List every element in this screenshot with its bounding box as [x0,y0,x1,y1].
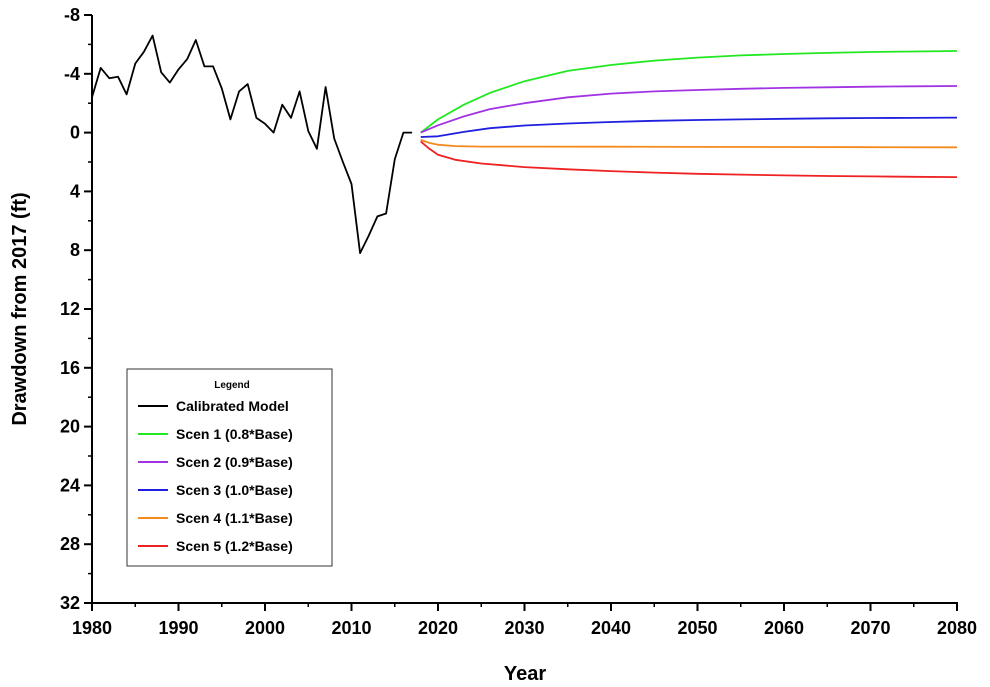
legend: Legend Calibrated Model Scen 1 (0.8*Base)… [126,368,333,567]
legend-label: Scen 5 (1.2*Base) [176,538,293,554]
x-tick-label: 1990 [158,618,198,638]
x-axis-title: Year [504,663,546,685]
x-tick-label: 2000 [245,618,285,638]
x-tick-label: 2020 [418,618,458,638]
series-line-6 [420,140,958,178]
series-line-3 [420,85,958,134]
y-tick-label: -4 [64,64,80,84]
y-axis-title: Drawdown from 2017 (ft) [9,192,31,425]
x-tick-label: 2010 [331,618,371,638]
x-tick-label: 2040 [591,618,631,638]
series-lines [91,34,958,255]
y-tick-label: 16 [60,358,80,378]
series-line-2 [420,50,958,134]
y-ticks: -8 -4 0 4 8 12 16 20 24 28 32 [60,5,92,613]
x-tick-label: 2050 [677,618,717,638]
y-tick-label: 0 [70,123,80,143]
y-tick-label: 28 [60,534,80,554]
x-tick-label: 2060 [764,618,804,638]
y-tick-label: 32 [60,593,80,613]
legend-label: Scen 2 (0.9*Base) [176,454,293,470]
series-line-4 [420,116,958,138]
legend-label: Scen 1 (0.8*Base) [176,426,293,442]
x-tick-label: 2080 [937,618,977,638]
legend-title: Legend [214,380,250,391]
y-tick-label: 4 [70,181,80,201]
y-tick-label: 24 [60,475,80,495]
x-ticks: 1980 1990 2000 2010 2020 2030 2040 2050 2060 2070… [72,603,977,638]
y-tick-label: 20 [60,417,80,437]
legend-label: Calibrated Model [176,398,289,414]
x-tick-label: 1980 [72,618,112,638]
legend-box [126,368,333,567]
series-line-5 [420,139,958,149]
legend-label: Scen 4 (1.1*Base) [176,510,293,526]
legend-label: Scen 3 (1.0*Base) [176,482,293,498]
y-tick-label: -8 [64,5,80,25]
series-line-1 [91,34,413,255]
x-tick-label: 2070 [850,618,890,638]
x-tick-label: 2030 [504,618,544,638]
legend-items: Calibrated Model Scen 1 (0.8*Base) Scen 2 … [138,398,293,554]
y-tick-label: 8 [70,240,80,260]
y-tick-label: 12 [60,299,80,319]
